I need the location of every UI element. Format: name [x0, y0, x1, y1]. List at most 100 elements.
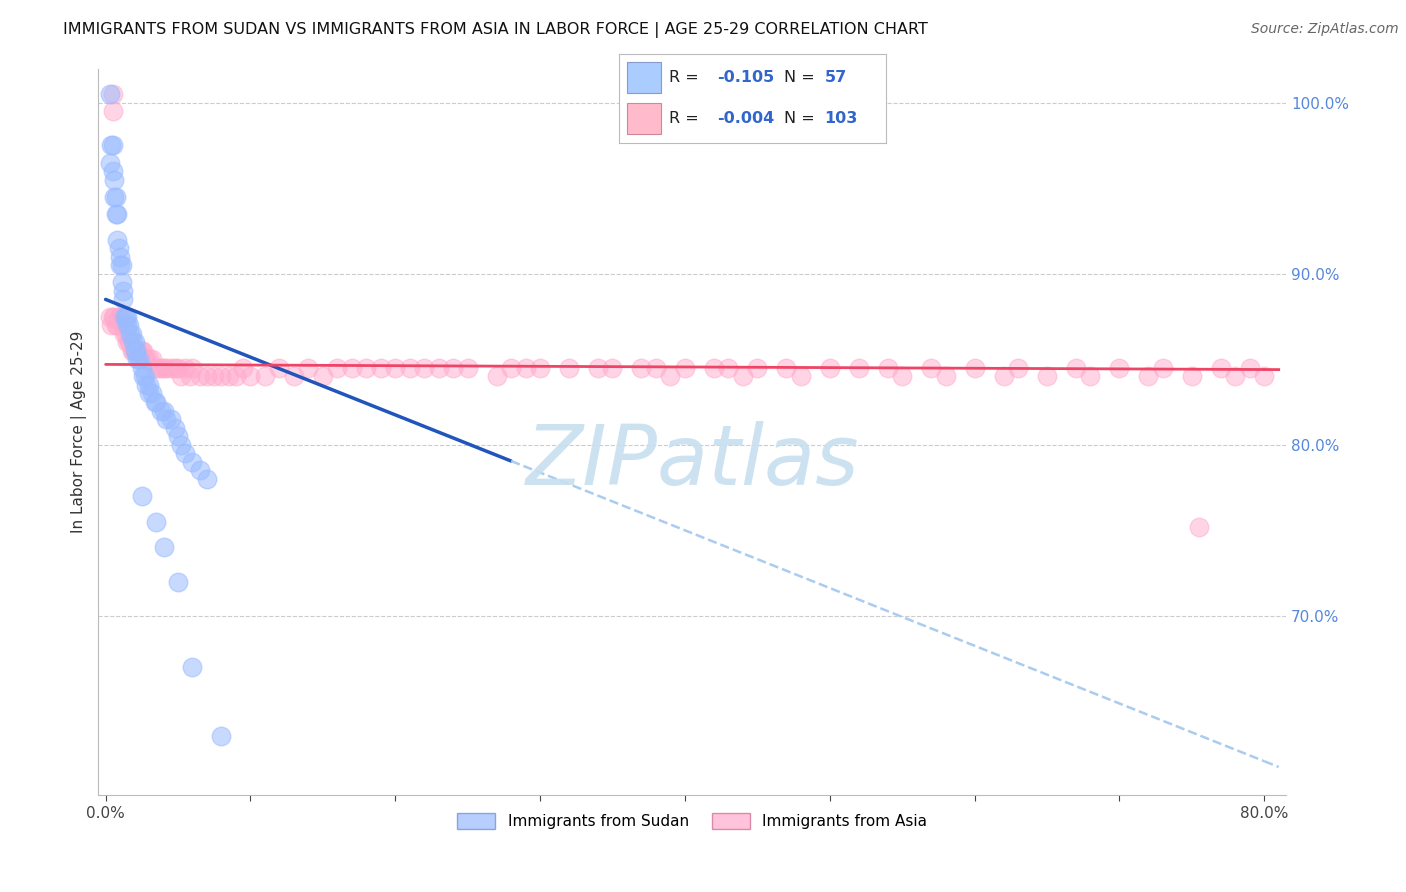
Point — [149, 360, 172, 375]
Point — [1152, 360, 1174, 375]
Point — [413, 360, 436, 375]
Text: Source: ZipAtlas.com: Source: ZipAtlas.com — [1251, 22, 1399, 37]
Point — [457, 360, 479, 375]
Bar — [627, 62, 661, 93]
Point — [195, 369, 218, 384]
Point — [170, 438, 193, 452]
Point — [356, 360, 378, 375]
Point — [110, 258, 132, 272]
Point — [659, 369, 682, 384]
Point — [111, 284, 134, 298]
Text: IMMIGRANTS FROM SUDAN VS IMMIGRANTS FROM ASIA IN LABOR FORCE | AGE 25-29 CORRELA: IMMIGRANTS FROM SUDAN VS IMMIGRANTS FROM… — [63, 22, 928, 38]
Point — [132, 343, 155, 358]
Point — [384, 360, 406, 375]
Point — [124, 335, 146, 350]
Point — [225, 369, 247, 384]
Point — [181, 660, 204, 674]
Text: -0.105: -0.105 — [717, 70, 775, 85]
Point — [218, 369, 240, 384]
Point — [1036, 369, 1059, 384]
Point — [485, 369, 508, 384]
Point — [195, 472, 218, 486]
Point — [101, 104, 124, 119]
Point — [110, 318, 132, 332]
Text: N =: N = — [785, 112, 815, 126]
Point — [211, 369, 233, 384]
Point — [152, 541, 174, 555]
Point — [103, 310, 125, 324]
Point — [100, 318, 122, 332]
Point — [167, 574, 190, 589]
Point — [122, 335, 145, 350]
Point — [848, 360, 870, 375]
Point — [427, 360, 450, 375]
Point — [98, 310, 121, 324]
Point — [120, 326, 142, 341]
Point — [586, 360, 609, 375]
Point — [188, 463, 211, 477]
Point — [152, 360, 174, 375]
Point — [159, 360, 181, 375]
Point — [138, 352, 160, 367]
Point — [529, 360, 551, 375]
Point — [515, 360, 537, 375]
Point — [118, 318, 141, 332]
Point — [121, 343, 143, 358]
Point — [118, 335, 141, 350]
Point — [111, 318, 134, 332]
Point — [963, 360, 986, 375]
Point — [138, 378, 160, 392]
Point — [501, 360, 523, 375]
Point — [120, 335, 142, 350]
Point — [127, 343, 149, 358]
Point — [104, 190, 127, 204]
Point — [115, 310, 138, 324]
Point — [818, 360, 841, 375]
Point — [131, 360, 153, 375]
Point — [232, 360, 254, 375]
Point — [165, 420, 187, 434]
Point — [121, 326, 143, 341]
Point — [105, 318, 128, 332]
Point — [129, 352, 152, 367]
Point — [167, 429, 190, 443]
Point — [155, 412, 177, 426]
Point — [128, 343, 150, 358]
Point — [117, 335, 139, 350]
Point — [1007, 360, 1029, 375]
Text: R =: R = — [669, 112, 699, 126]
Point — [202, 369, 225, 384]
Point — [1064, 360, 1087, 375]
Point — [105, 207, 128, 221]
Point — [558, 360, 581, 375]
Point — [876, 360, 898, 375]
Point — [340, 360, 363, 375]
Point — [134, 369, 156, 384]
Point — [1188, 520, 1211, 534]
Text: 57: 57 — [824, 70, 846, 85]
Point — [98, 155, 121, 169]
Point — [253, 369, 276, 384]
Point — [105, 233, 128, 247]
Point — [111, 293, 134, 307]
Text: ZIPatlas: ZIPatlas — [526, 420, 859, 501]
Point — [101, 138, 124, 153]
Point — [117, 318, 139, 332]
Point — [135, 352, 157, 367]
Point — [731, 369, 754, 384]
Point — [112, 310, 135, 324]
Point — [103, 190, 125, 204]
Point — [127, 352, 149, 367]
Point — [703, 360, 725, 375]
Point — [297, 360, 319, 375]
Point — [312, 369, 335, 384]
Point — [125, 343, 148, 358]
Point — [131, 489, 153, 503]
Point — [145, 395, 167, 409]
Text: R =: R = — [669, 70, 699, 85]
Y-axis label: In Labor Force | Age 25-29: In Labor Force | Age 25-29 — [72, 331, 87, 533]
Point — [602, 360, 624, 375]
Point — [398, 360, 420, 375]
Point — [104, 318, 127, 332]
Point — [775, 360, 797, 375]
